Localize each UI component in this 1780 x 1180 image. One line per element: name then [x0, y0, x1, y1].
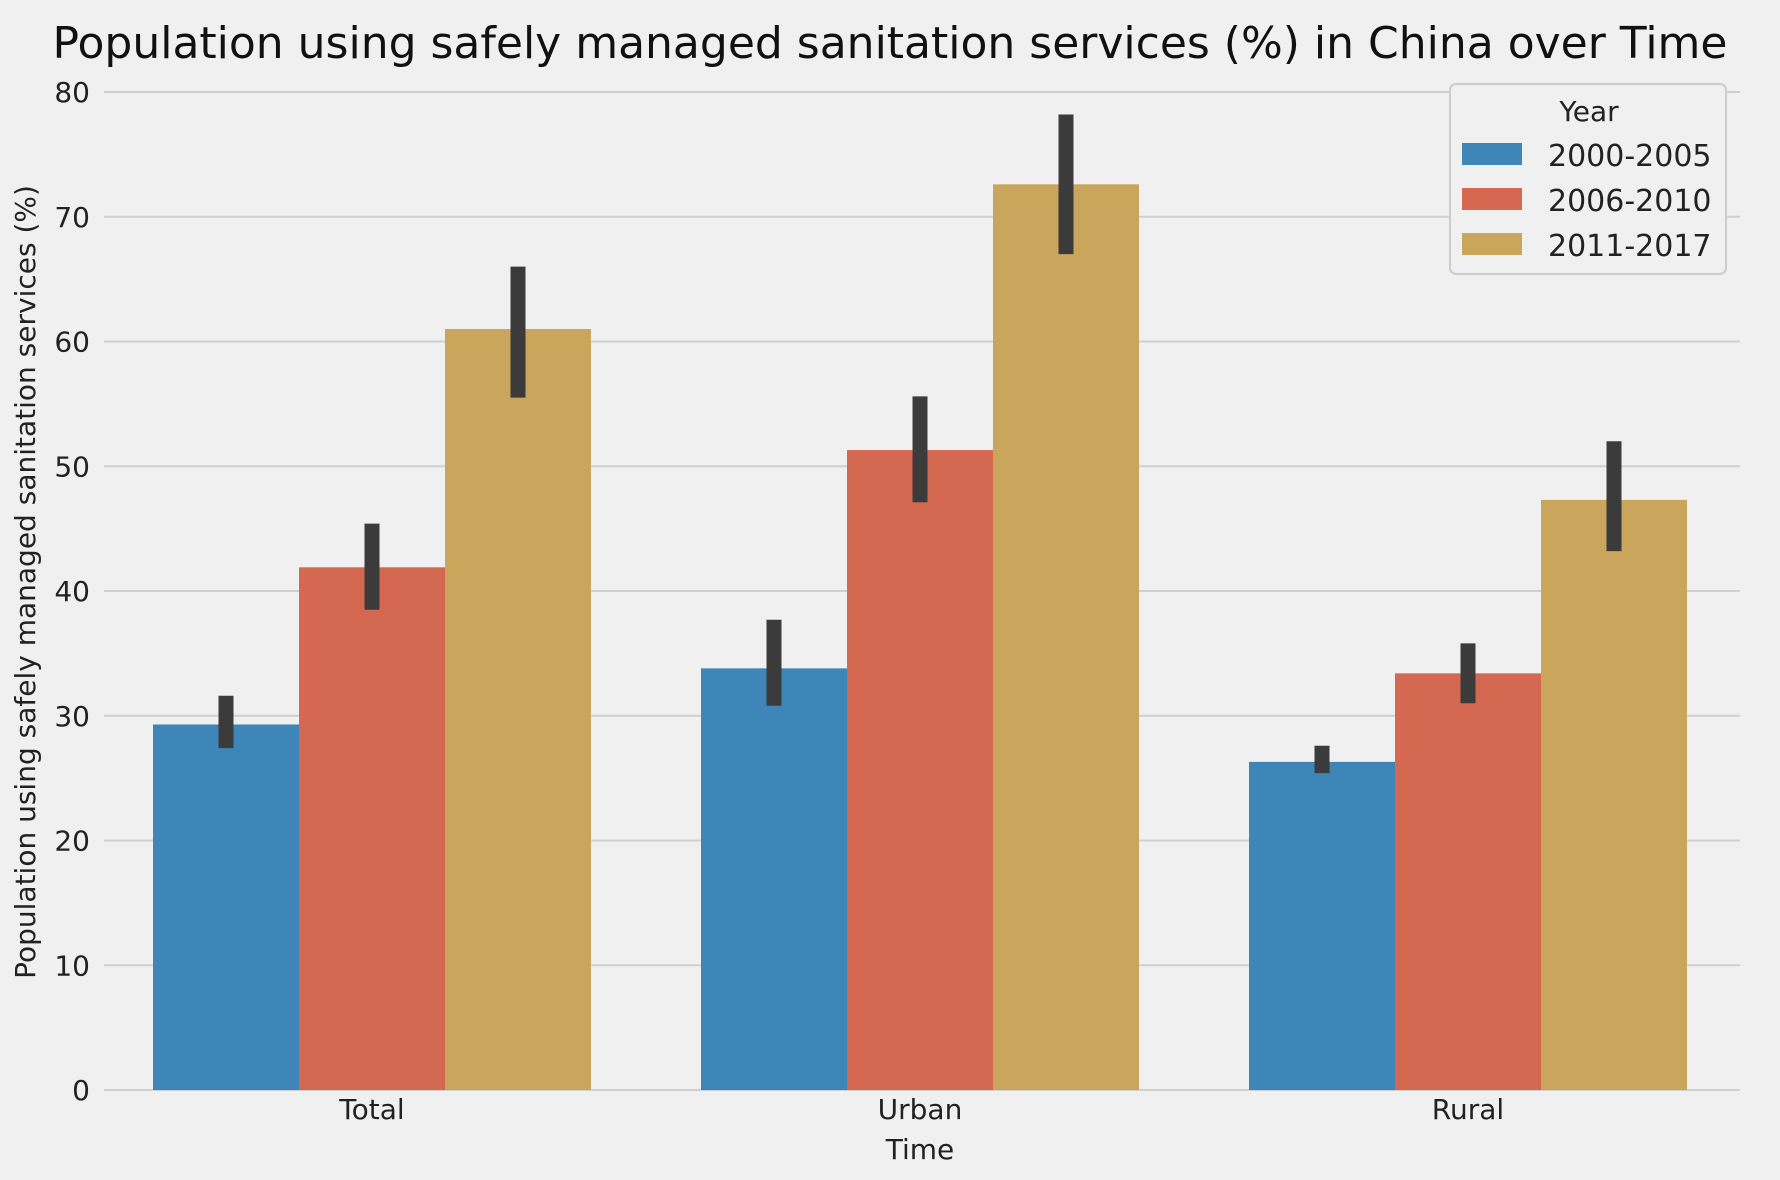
legend-label-2006-2010: 2006-2010 — [1548, 184, 1712, 219]
bar-rural-2006-2010 — [1395, 673, 1541, 1090]
bar-urban-2011-2017 — [993, 184, 1139, 1090]
bars — [153, 184, 1687, 1091]
y-tick-label: 20 — [54, 825, 90, 858]
legend: Year 2000-2005 2006-2010 2011-2017 — [1449, 83, 1727, 275]
x-axis-label: Time — [885, 1133, 955, 1166]
y-axis-label: Population using safely managed sanitati… — [9, 185, 42, 979]
x-tick-label-urban: Urban — [878, 1093, 963, 1126]
x-tick-label-rural: Rural — [1432, 1093, 1504, 1126]
legend-swatch-2000-2005 — [1462, 143, 1522, 165]
bar-total-2011-2017 — [445, 329, 591, 1090]
chart-title: Population using safely managed sanitati… — [53, 18, 1728, 69]
y-tick-label: 0 — [72, 1074, 90, 1107]
error-bars — [218, 114, 1622, 774]
legend-swatch-2011-2017 — [1462, 233, 1522, 255]
y-tick-label: 10 — [54, 949, 90, 982]
legend-box — [1449, 83, 1727, 275]
y-tick-label: 40 — [54, 575, 90, 608]
legend-swatch-2006-2010 — [1462, 188, 1522, 210]
bar-urban-2000-2005 — [701, 668, 847, 1090]
bar-rural-2011-2017 — [1541, 499, 1687, 1090]
bar-total-2006-2010 — [299, 567, 445, 1090]
bar-total-2000-2005 — [153, 724, 299, 1090]
y-tick-label: 60 — [54, 326, 90, 359]
x-tick-label-total: Total — [338, 1093, 404, 1126]
y-tick-label: 30 — [54, 700, 90, 733]
y-tick-label: 80 — [54, 76, 90, 109]
legend-label-2000-2005: 2000-2005 — [1548, 139, 1712, 174]
legend-title: Year — [1558, 95, 1619, 128]
bar-urban-2006-2010 — [847, 450, 993, 1091]
bar-rural-2000-2005 — [1249, 761, 1395, 1090]
x-axis-ticks: Total Urban Rural — [338, 1093, 1504, 1126]
y-axis-ticks: 0 10 20 30 40 50 60 70 80 — [54, 76, 90, 1107]
y-tick-label: 70 — [54, 201, 90, 234]
legend-label-2011-2017: 2011-2017 — [1548, 229, 1712, 264]
y-tick-label: 50 — [54, 450, 90, 483]
